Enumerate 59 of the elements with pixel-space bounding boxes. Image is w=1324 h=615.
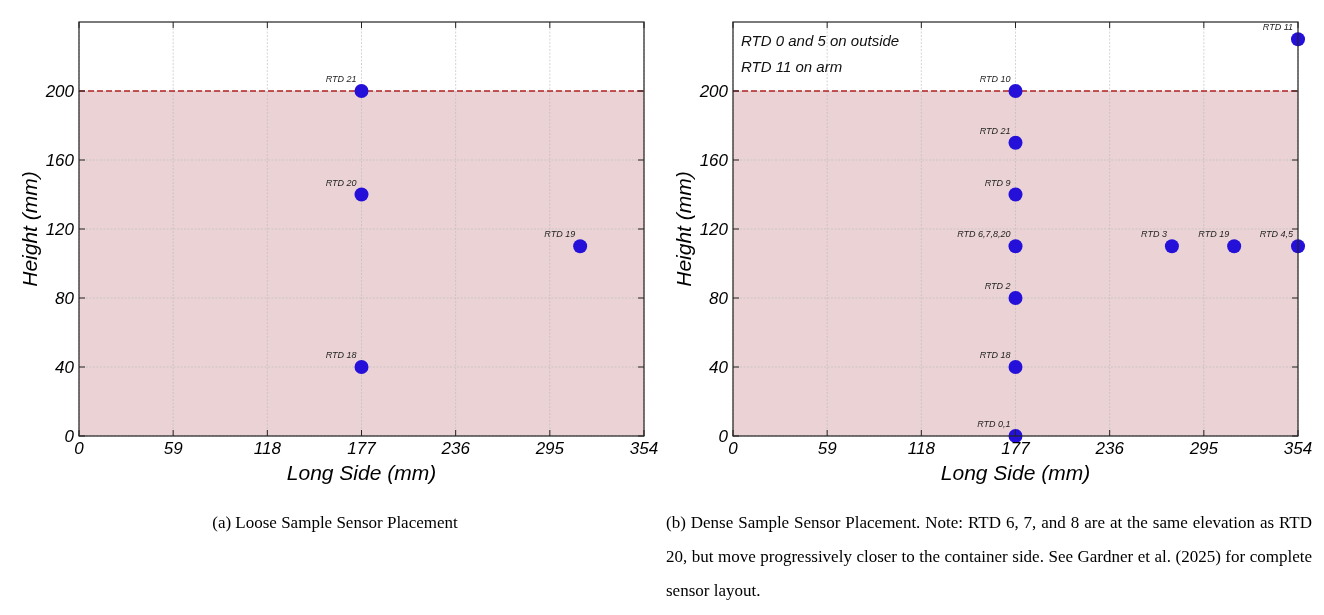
annotation: RTD 4,5 xyxy=(1259,229,1294,240)
text: (a) Loose Sample Sensor Placement xyxy=(211,512,459,534)
y-tick-label: 200 xyxy=(44,82,75,101)
x-tick-label: 236 xyxy=(1094,439,1125,458)
y-tick-label: 200 xyxy=(698,82,729,101)
annotation: RTD 0 and 5 on outside xyxy=(741,32,900,49)
point xyxy=(573,239,588,254)
y-tick-label: 40 xyxy=(709,358,729,377)
y-tick-label: 120 xyxy=(699,220,729,239)
annotation: RTD 11 xyxy=(1262,22,1293,33)
annotation: RTD 21 xyxy=(979,125,1011,136)
point xyxy=(1227,239,1242,254)
y-tick-label: 120 xyxy=(45,220,75,239)
x-tick-label: 354 xyxy=(629,439,659,458)
y-tick-label: 40 xyxy=(55,358,75,377)
annotation: RTD 18 xyxy=(325,350,357,360)
point xyxy=(354,187,369,202)
point xyxy=(1008,187,1023,202)
text: (b) Dense Sample Sensor Placement. Note: RTD 6, 7, and 8 are at the same elevation as RTD 20, but move progressively closer to the container side. See Gardner et al. (2025) for complete sensor layout. xyxy=(665,512,1313,602)
annotation: RTD 9 xyxy=(984,177,1011,188)
annotation: RTD 19 xyxy=(544,229,576,240)
point xyxy=(354,84,369,98)
point xyxy=(1008,360,1023,374)
x-tick-label: 59 xyxy=(817,439,838,458)
annotation: RTD 6,7,8,20 xyxy=(957,229,1011,240)
annotation: RTD 10 xyxy=(979,74,1011,84)
point xyxy=(1008,291,1023,305)
y-tick-label: 80 xyxy=(709,289,729,308)
x-tick-label: 177 xyxy=(1001,439,1031,458)
y-tick-label: 160 xyxy=(45,151,75,170)
x-tick-label: 354 xyxy=(1283,439,1313,458)
y-tick-label: 80 xyxy=(55,289,75,308)
x-tick-label: 177 xyxy=(347,439,377,458)
point xyxy=(1008,135,1023,150)
y-tick-label: 160 xyxy=(699,151,729,170)
x-tick-label: 118 xyxy=(253,439,282,458)
annotation: RTD 0,1 xyxy=(977,419,1011,429)
x-tick-label: 295 xyxy=(534,439,565,458)
annotation: RTD 2 xyxy=(984,281,1011,291)
annotation: RTD 18 xyxy=(979,350,1011,360)
x-tick-label: 295 xyxy=(1188,439,1219,458)
point xyxy=(1008,239,1023,254)
x-tick-label: 118 xyxy=(907,439,936,458)
y-axis-title: Height (mm) xyxy=(18,171,41,287)
y-tick-label: 0 xyxy=(718,427,729,446)
annotation: RTD 11 on arm xyxy=(741,58,843,75)
annotation: RTD 3 xyxy=(1141,229,1167,240)
x-tick-label: 236 xyxy=(440,439,471,458)
annotation: RTD 21 xyxy=(325,74,357,84)
point xyxy=(1164,239,1179,254)
annotation: RTD 19 xyxy=(1198,229,1230,240)
annotation: RTD 20 xyxy=(325,177,357,188)
x-axis-title: Long Side (mm) xyxy=(940,461,1091,484)
x-axis-title: Long Side (mm) xyxy=(286,461,437,484)
y-tick-label: 0 xyxy=(64,427,75,446)
point xyxy=(354,360,369,374)
point xyxy=(1008,84,1023,98)
y-axis-title: Height (mm) xyxy=(672,171,695,287)
x-tick-label: 59 xyxy=(163,439,184,458)
